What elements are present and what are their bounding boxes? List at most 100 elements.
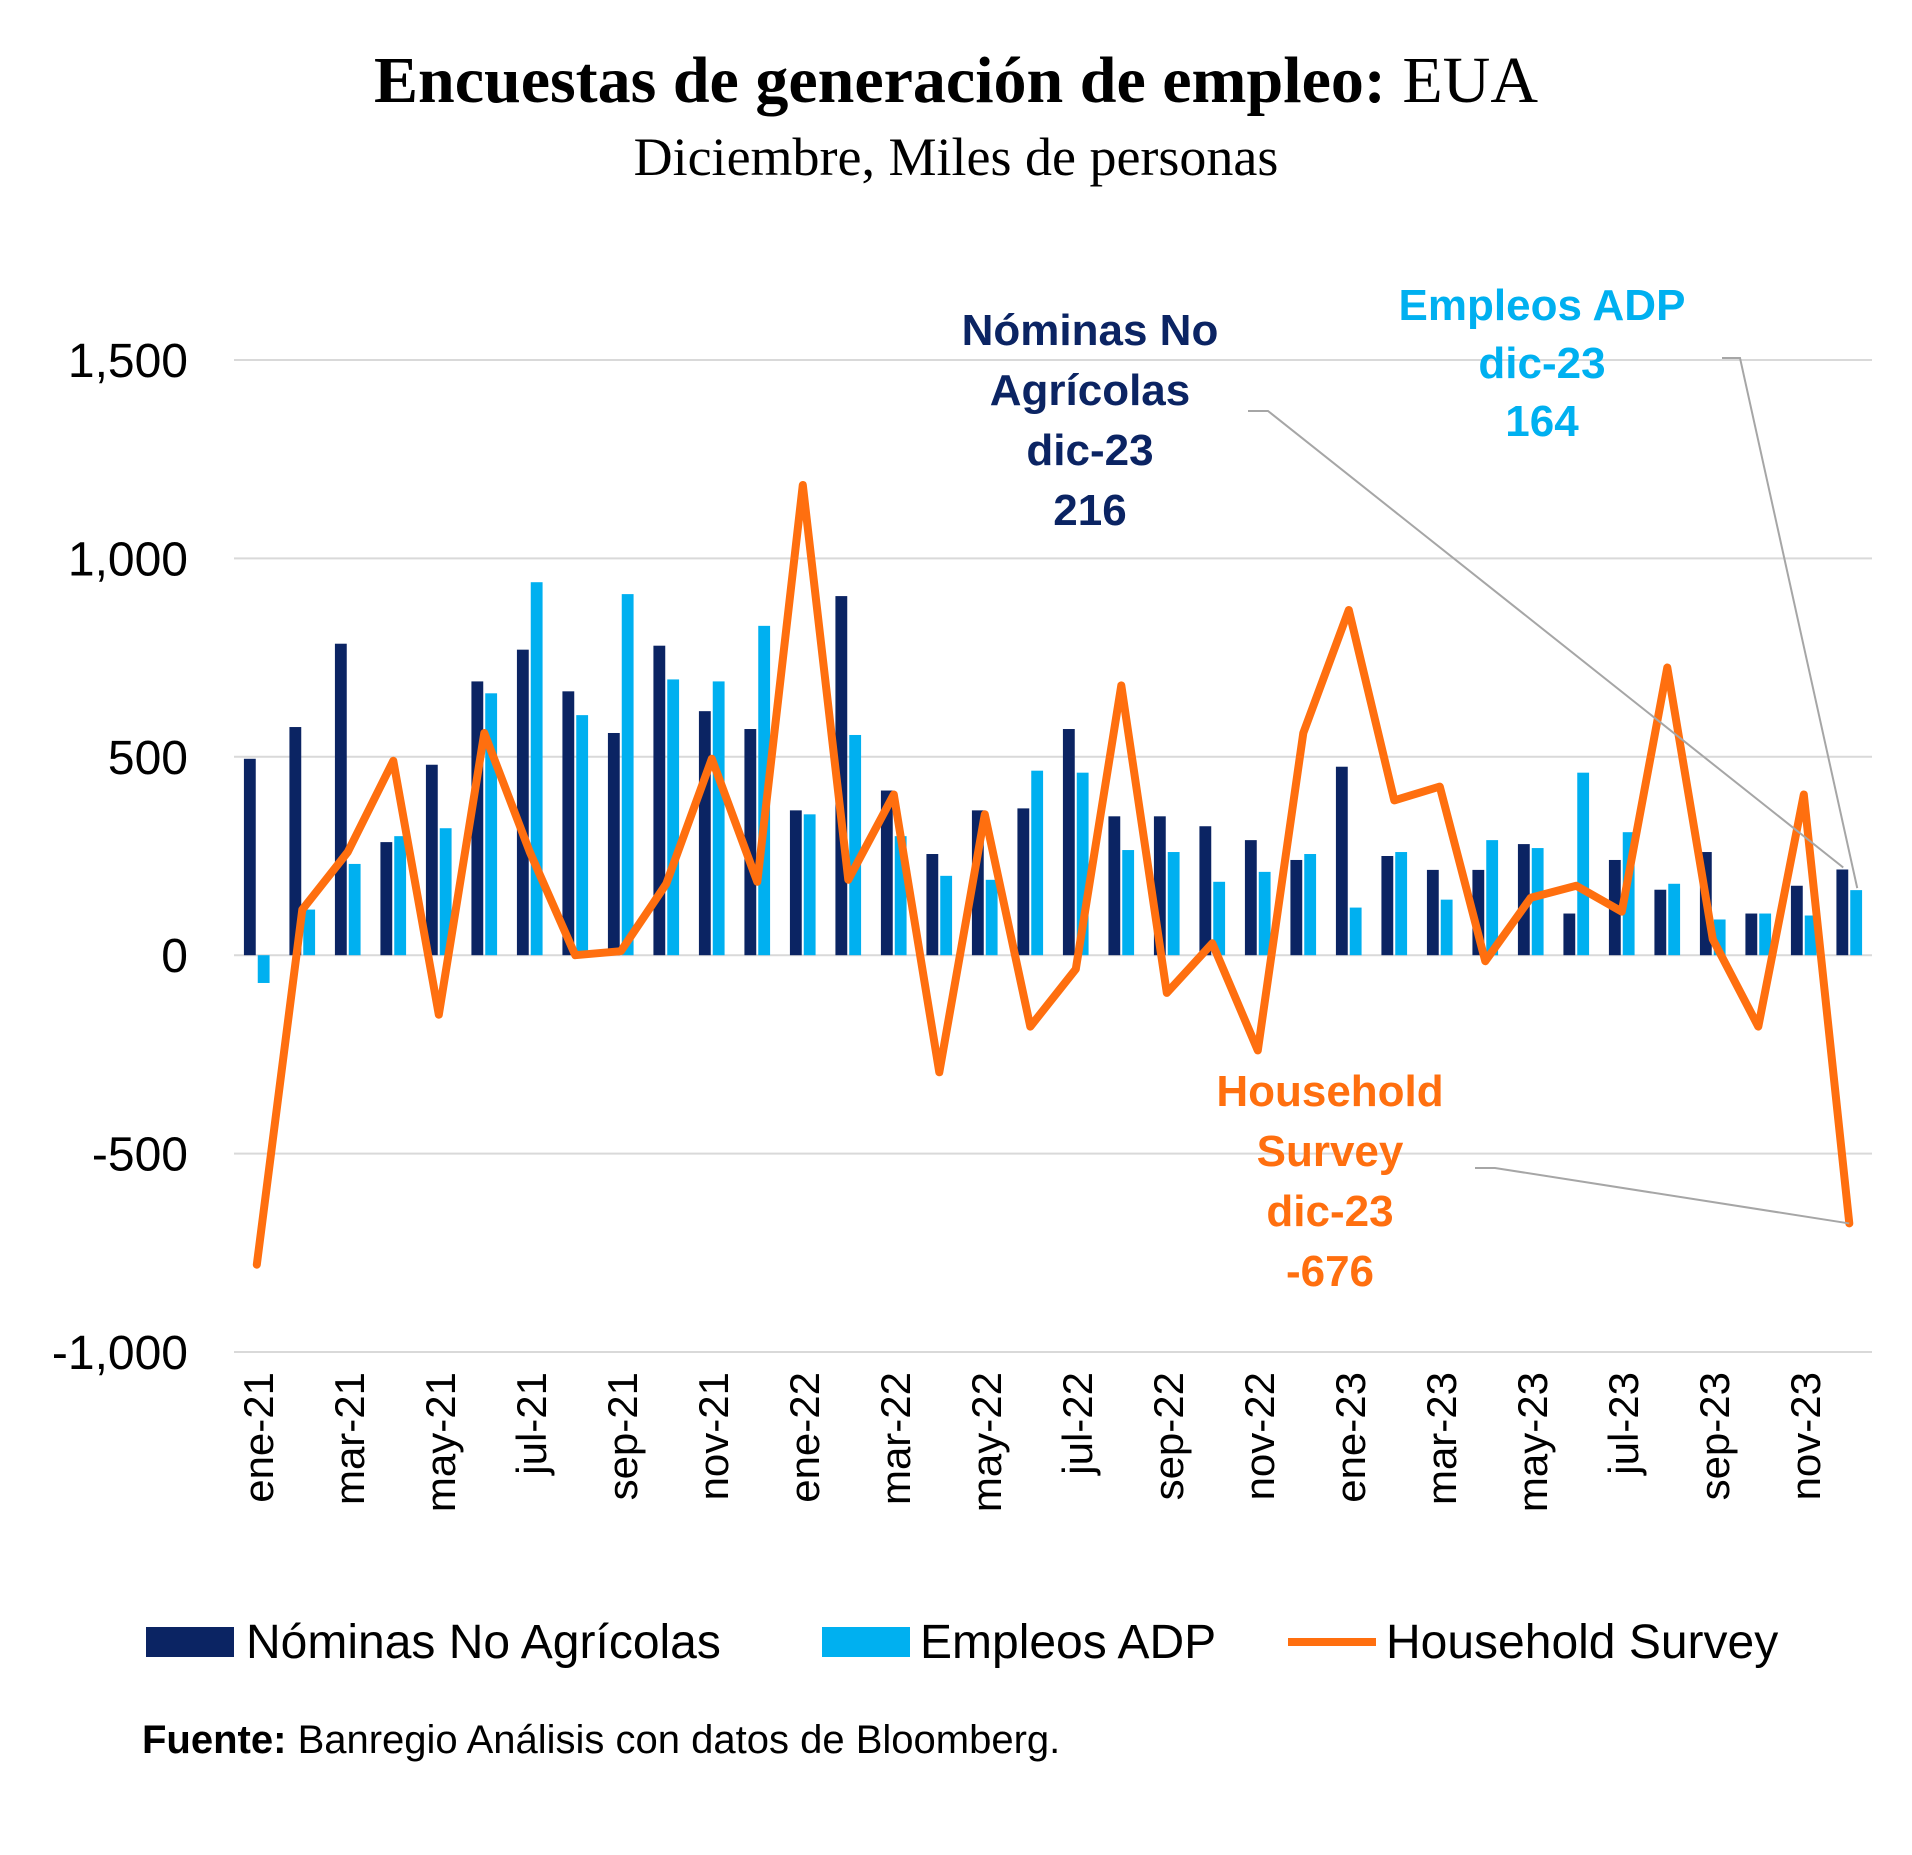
legend-label-household: Household Survey [1386, 1616, 1778, 1669]
annotation-text: Survey [1257, 1127, 1404, 1176]
household-point [438, 1014, 440, 1016]
x-tick-label: ene-21 [235, 1372, 282, 1503]
bar-nominas [1062, 729, 1075, 956]
y-tick-label: -1,000 [52, 1327, 188, 1380]
bar-adp [257, 955, 270, 983]
bar-nominas [880, 790, 893, 956]
bar-adp [1349, 907, 1362, 956]
bars [243, 582, 1863, 983]
bar-nominas [243, 758, 256, 956]
bar-nominas [789, 810, 802, 956]
household-point [1712, 938, 1714, 940]
household-point [1757, 1026, 1759, 1028]
bar-adp [894, 836, 907, 956]
bar-nominas [1199, 826, 1212, 956]
chart-header: Encuestas de generación de empleo: EUA D… [0, 40, 1912, 192]
bar-adp [348, 863, 361, 956]
bar-nominas [1335, 766, 1348, 956]
annotation-text: Household [1216, 1067, 1443, 1116]
bar-adp [1804, 915, 1817, 956]
source-note: Fuente: Banregio Análisis con datos de B… [142, 1718, 1060, 1763]
x-tick-label: jul-21 [508, 1372, 555, 1477]
bar-adp [1395, 852, 1408, 956]
y-tick-label: 1,000 [68, 533, 188, 586]
bar-nominas [1563, 913, 1576, 956]
annotation-text: Empleos ADP [1399, 281, 1686, 330]
bar-adp [1213, 881, 1226, 956]
annotation-leader-line [1248, 410, 1844, 869]
household-point [1439, 786, 1441, 788]
annotation-text: 216 [1053, 486, 1126, 535]
x-tick-label: ene-23 [1327, 1372, 1374, 1503]
household-line [252, 481, 1854, 1269]
y-tick-label: -500 [92, 1129, 188, 1182]
x-tick-label: nov-22 [1236, 1372, 1283, 1500]
source-text: Banregio Análisis con datos de Bloomberg… [297, 1718, 1061, 1762]
bar-nominas [698, 711, 711, 956]
bar-adp [1759, 913, 1772, 956]
bar-adp [576, 715, 589, 956]
household-point [1166, 992, 1168, 994]
household-point [529, 851, 531, 853]
annotation-text: -676 [1286, 1247, 1374, 1296]
bar-nominas [471, 681, 484, 956]
household-point [1120, 684, 1122, 686]
bar-adp [439, 828, 452, 956]
bar-nominas [1836, 869, 1849, 956]
bar-nominas [1108, 816, 1121, 956]
bar-nominas [1472, 869, 1485, 956]
bar-adp [621, 594, 634, 956]
x-axis-ticks: ene-21 mar-21 may-21 jul-21 sep-21 nov-21 ene-… [235, 1372, 1829, 1512]
household-point [1530, 897, 1532, 899]
household-point [392, 760, 394, 762]
annotation-text: 164 [1505, 397, 1579, 446]
chart-title: Encuestas de generación de empleo: EUA [0, 40, 1912, 122]
household-point [483, 732, 485, 734]
bar-adp [1531, 848, 1544, 956]
household-point [574, 954, 576, 956]
x-tick-label: jul-22 [1054, 1372, 1101, 1477]
bar-nominas [334, 643, 347, 956]
bar-nominas [1017, 808, 1030, 956]
household-point [1621, 911, 1623, 913]
household-point [1257, 1049, 1259, 1051]
legend-swatch-nominas [146, 1627, 234, 1657]
bar-nominas [926, 854, 939, 956]
bar-nominas [1745, 913, 1758, 956]
household-point [1575, 885, 1577, 887]
bar-adp [394, 836, 407, 956]
household-point [1075, 968, 1077, 970]
annotation-text: Nóminas No [962, 306, 1219, 355]
legend-label-nominas: Nóminas No Agrícolas [246, 1616, 721, 1669]
bar-nominas [1381, 856, 1394, 956]
household-point [1393, 799, 1395, 801]
gridlines [234, 359, 1872, 1353]
household-series-line [252, 481, 1854, 1269]
x-tick-label: nov-21 [690, 1372, 737, 1500]
bar-nominas [1517, 844, 1530, 956]
bar-adp [1850, 890, 1863, 956]
legend-swatch-adp [822, 1627, 910, 1657]
x-tick-label: mar-23 [1418, 1372, 1465, 1505]
bar-adp [1122, 850, 1135, 956]
bar-adp [849, 734, 862, 956]
bar-nominas [516, 649, 529, 956]
chart-title-country: EUA [1402, 44, 1539, 117]
annotation-leader-line [1475, 1167, 1850, 1225]
bar-adp [1031, 770, 1044, 956]
household-point [1666, 667, 1668, 669]
bar-nominas [1426, 869, 1439, 956]
household-point [1211, 942, 1213, 944]
household-point [847, 879, 849, 881]
x-tick-label: sep-21 [599, 1372, 646, 1500]
bar-adp [485, 693, 498, 956]
bar-nominas [1790, 885, 1803, 956]
bar-nominas [1290, 859, 1303, 956]
x-tick-label: may-23 [1509, 1372, 1556, 1512]
bar-nominas [1654, 889, 1667, 956]
bar-adp [667, 679, 680, 956]
x-tick-label: may-21 [417, 1372, 464, 1512]
bar-adp [1668, 883, 1681, 956]
household-point [347, 851, 349, 853]
